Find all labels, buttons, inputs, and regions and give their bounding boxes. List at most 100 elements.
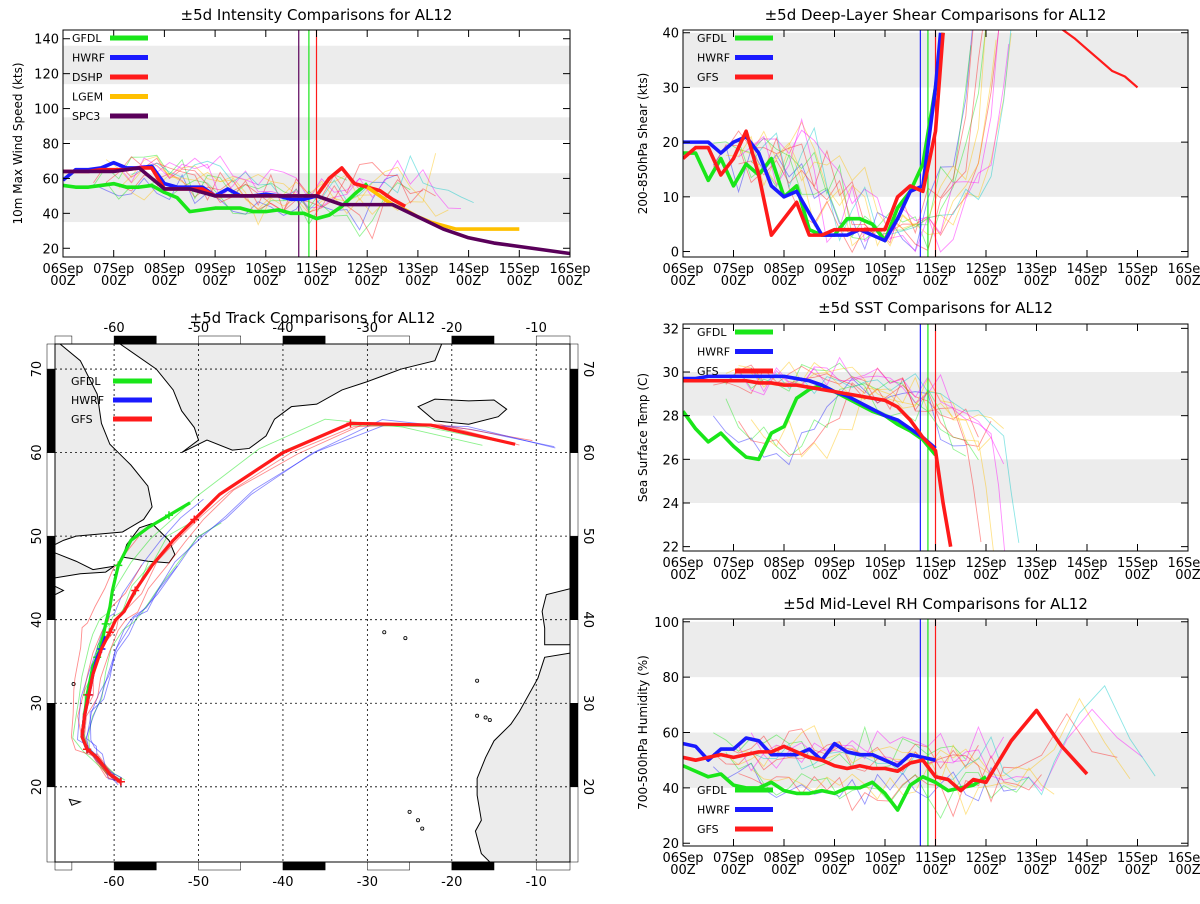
iceland-land bbox=[417, 398, 508, 425]
intensity-guidance-line bbox=[118, 155, 373, 202]
track-border-bar bbox=[54, 861, 73, 871]
rh-xtick-sublabel: 00Z bbox=[1125, 863, 1151, 878]
shear-ytick-label: 10 bbox=[662, 191, 679, 206]
sst-xtick-sublabel: 00Z bbox=[822, 568, 848, 583]
rh-ytick-label: 40 bbox=[662, 782, 679, 797]
sst-xtick-label: 12Sep bbox=[965, 556, 1006, 571]
track-border-bar bbox=[569, 368, 579, 453]
rh-xtick-sublabel: 00Z bbox=[872, 863, 898, 878]
shear-xtick-sublabel: 00Z bbox=[872, 274, 898, 289]
intensity-ytick-label: 120 bbox=[34, 68, 59, 83]
sst-xtick-sublabel: 00Z bbox=[721, 568, 747, 583]
sst-ytick-label: 30 bbox=[662, 366, 679, 381]
shear-title: ±5d Deep-Layer Shear Comparisons for AL1… bbox=[765, 6, 1107, 24]
shear-xtick-sublabel: 00Z bbox=[1024, 274, 1050, 289]
intensity-ytick-label: 100 bbox=[34, 103, 59, 118]
track-point-gfs bbox=[346, 419, 355, 428]
intensity-xtick-sublabel: 00Z bbox=[507, 274, 533, 289]
track-border-bar bbox=[535, 861, 571, 871]
sst-legend-label: GFDL bbox=[697, 326, 727, 339]
track-legend-label: HWRF bbox=[71, 394, 104, 407]
track-lat-label-right: 60 bbox=[580, 444, 595, 461]
track-lat-label-right: 20 bbox=[580, 779, 595, 796]
intensity-guidance-line bbox=[93, 154, 348, 210]
rh-ytick-label: 80 bbox=[662, 671, 679, 686]
rh-xtick-sublabel: 00Z bbox=[1175, 863, 1200, 878]
sst-xtick-sublabel: 00Z bbox=[973, 568, 999, 583]
sst-guidance-line bbox=[738, 361, 992, 452]
shear-ytick-label: 20 bbox=[662, 136, 679, 151]
track-lon-label-bottom: -50 bbox=[188, 875, 209, 890]
sst-ylabel: Sea Surface Temp (C) bbox=[636, 373, 650, 502]
track-lat-label-right: 70 bbox=[580, 361, 595, 378]
shear-xtick-label: 12Sep bbox=[965, 262, 1006, 277]
rh-xtick-sublabel: 00Z bbox=[1024, 863, 1050, 878]
track-point-gfs bbox=[83, 745, 92, 754]
intensity-guidance-line bbox=[131, 155, 385, 200]
track-border-bar bbox=[46, 535, 56, 620]
intensity-legend-label: GFDL bbox=[72, 32, 102, 45]
sst-ytick-label: 22 bbox=[662, 541, 679, 556]
shear-series-gfs bbox=[683, 32, 945, 237]
rh-xtick-label: 14Sep bbox=[1066, 851, 1107, 866]
rh-xtick-label: 09Sep bbox=[814, 851, 855, 866]
intensity-series-group bbox=[63, 160, 570, 256]
track-point-gfs bbox=[116, 777, 125, 786]
sst-guidance-line bbox=[750, 376, 1004, 460]
sst-legend-label: GFS bbox=[697, 365, 719, 378]
intensity-xtick-sublabel: 00Z bbox=[304, 274, 330, 289]
track-border-bar bbox=[198, 861, 241, 871]
intensity-title: ±5d Intensity Comparisons for AL12 bbox=[181, 6, 453, 24]
rh-series-group bbox=[683, 708, 1089, 812]
track-lon-label-top: -10 bbox=[526, 321, 547, 336]
shear-guidance-line bbox=[738, 39, 997, 247]
sst-guidance-line bbox=[713, 362, 967, 457]
track-lat-label-left: 30 bbox=[30, 695, 45, 712]
shear-xtick-sublabel: 00Z bbox=[822, 274, 848, 289]
track-point-gfdl bbox=[164, 511, 173, 520]
shear-legend-label: GFS bbox=[697, 71, 719, 84]
island-dot bbox=[475, 713, 480, 718]
sst-ytick-label: 26 bbox=[662, 453, 679, 468]
shear-ytick-label: 40 bbox=[662, 27, 679, 42]
track-lat-label-left: 40 bbox=[30, 611, 45, 628]
intensity-ytick-label: 40 bbox=[42, 207, 59, 222]
shear-xtick-label: 07Sep bbox=[713, 262, 754, 277]
sst-guidance-line bbox=[738, 367, 992, 455]
shear-xtick-label: 14Sep bbox=[1066, 262, 1107, 277]
shear-xtick-label: 09Sep bbox=[814, 262, 855, 277]
intensity-xtick-sublabel: 00Z bbox=[405, 274, 431, 289]
track-border-bar bbox=[46, 368, 56, 453]
shear-xtick-label: 06Sep bbox=[662, 262, 703, 277]
island-dot bbox=[403, 636, 408, 641]
rh-xtick-label: 11Sep bbox=[915, 851, 956, 866]
sst-series-gfs bbox=[683, 378, 953, 547]
track-guidance-line bbox=[70, 535, 140, 779]
rh-ytick-label: 20 bbox=[662, 837, 679, 852]
track-lat-label-left: 50 bbox=[30, 528, 45, 545]
rh-ytick-label: 60 bbox=[662, 727, 679, 742]
track-lat-label-left: 60 bbox=[30, 444, 45, 461]
shear-legend-label: HWRF bbox=[697, 52, 730, 65]
track-title: ±5d Track Comparisons for AL12 bbox=[190, 309, 436, 327]
track-legend-label: GFDL bbox=[71, 375, 101, 388]
island-dot bbox=[487, 717, 492, 722]
intensity-series-gfdl bbox=[63, 181, 369, 221]
island-dot bbox=[416, 818, 421, 823]
track-border-bar bbox=[46, 343, 56, 370]
track-border-bar bbox=[282, 335, 326, 345]
sst-xtick-label: 07Sep bbox=[713, 556, 754, 571]
sst-xtick-sublabel: 00Z bbox=[923, 568, 949, 583]
rh-series-gfs bbox=[683, 708, 1089, 793]
africa-land bbox=[474, 652, 570, 862]
island-dot bbox=[382, 630, 387, 635]
intensity-xtick-label: 07Sep bbox=[93, 262, 134, 277]
intensity-xtick-label: 10Sep bbox=[245, 262, 286, 277]
track-point-gfs bbox=[84, 690, 93, 699]
sst-ytick-label: 28 bbox=[662, 410, 679, 425]
shear-xtick-sublabel: 00Z bbox=[973, 274, 999, 289]
rh-xtick-label: 08Sep bbox=[763, 851, 804, 866]
rh-xtick-label: 06Sep bbox=[662, 851, 703, 866]
rh-xtick-sublabel: 00Z bbox=[721, 863, 747, 878]
shear-ytick-label: 0 bbox=[671, 246, 679, 261]
